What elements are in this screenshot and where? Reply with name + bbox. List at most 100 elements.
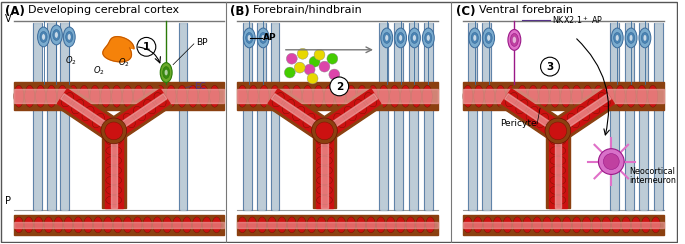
Ellipse shape [582,217,591,233]
Polygon shape [62,23,66,210]
Ellipse shape [508,30,521,50]
Ellipse shape [160,63,172,82]
Ellipse shape [357,217,366,233]
Ellipse shape [106,186,122,195]
Ellipse shape [562,217,571,233]
Ellipse shape [516,100,528,114]
Text: $O_2$: $O_2$ [118,56,129,69]
Text: 1: 1 [142,42,150,52]
Polygon shape [321,131,327,208]
Ellipse shape [272,93,284,107]
Ellipse shape [34,217,43,233]
Ellipse shape [316,186,332,195]
Ellipse shape [550,186,566,195]
Ellipse shape [347,217,356,233]
Polygon shape [424,23,433,210]
Polygon shape [379,23,388,210]
Polygon shape [411,23,416,210]
Polygon shape [394,23,403,210]
Polygon shape [245,23,250,210]
Ellipse shape [615,85,625,107]
Ellipse shape [202,217,211,233]
Ellipse shape [112,85,122,107]
Polygon shape [546,131,570,208]
Text: $O_2$: $O_2$ [65,54,77,67]
Ellipse shape [188,85,198,107]
Ellipse shape [123,217,132,233]
Ellipse shape [153,217,162,233]
Ellipse shape [550,176,566,185]
Ellipse shape [260,32,266,43]
Polygon shape [556,94,611,133]
Ellipse shape [177,85,187,107]
Ellipse shape [399,35,402,41]
Polygon shape [273,23,277,210]
Circle shape [603,154,619,170]
Polygon shape [463,82,664,110]
Circle shape [284,67,295,78]
Ellipse shape [40,31,47,42]
Ellipse shape [106,146,122,155]
Ellipse shape [143,217,152,233]
Ellipse shape [106,166,122,175]
Circle shape [309,56,320,67]
Circle shape [545,118,571,144]
Circle shape [599,149,624,174]
Polygon shape [102,131,125,208]
Polygon shape [60,94,116,133]
Ellipse shape [199,85,209,107]
Polygon shape [463,89,664,103]
Polygon shape [501,89,563,138]
Ellipse shape [379,85,388,107]
Ellipse shape [14,85,24,107]
Ellipse shape [303,113,315,128]
Ellipse shape [593,85,603,107]
Ellipse shape [101,85,111,107]
Ellipse shape [238,217,247,233]
Ellipse shape [627,32,634,43]
Ellipse shape [84,217,92,233]
Polygon shape [551,86,616,141]
Ellipse shape [106,156,122,165]
Ellipse shape [93,217,102,233]
Ellipse shape [307,217,316,233]
Circle shape [307,73,318,84]
Polygon shape [14,82,223,110]
Polygon shape [382,23,386,210]
Ellipse shape [14,217,23,233]
Ellipse shape [622,217,631,233]
Ellipse shape [106,176,122,185]
Ellipse shape [113,120,125,134]
Ellipse shape [583,85,593,107]
Ellipse shape [473,35,477,41]
Ellipse shape [246,32,253,43]
Polygon shape [103,37,134,62]
Circle shape [304,64,315,75]
Circle shape [105,122,123,140]
Ellipse shape [106,136,122,145]
Polygon shape [654,23,663,210]
Ellipse shape [572,85,582,107]
Ellipse shape [611,28,623,48]
Polygon shape [656,23,661,210]
Ellipse shape [577,106,590,121]
Ellipse shape [44,217,53,233]
Text: AP: AP [263,33,277,42]
Ellipse shape [238,85,247,107]
Polygon shape [14,222,223,228]
Ellipse shape [412,85,421,107]
Polygon shape [312,131,336,208]
Ellipse shape [134,85,143,107]
Ellipse shape [262,35,265,41]
Ellipse shape [517,85,527,107]
Ellipse shape [36,85,45,107]
Ellipse shape [463,85,473,107]
Ellipse shape [651,217,660,233]
Polygon shape [14,89,223,103]
Ellipse shape [163,67,170,79]
Ellipse shape [357,85,367,107]
Ellipse shape [473,217,482,233]
Polygon shape [107,86,172,141]
Ellipse shape [192,217,201,233]
Ellipse shape [557,120,569,134]
